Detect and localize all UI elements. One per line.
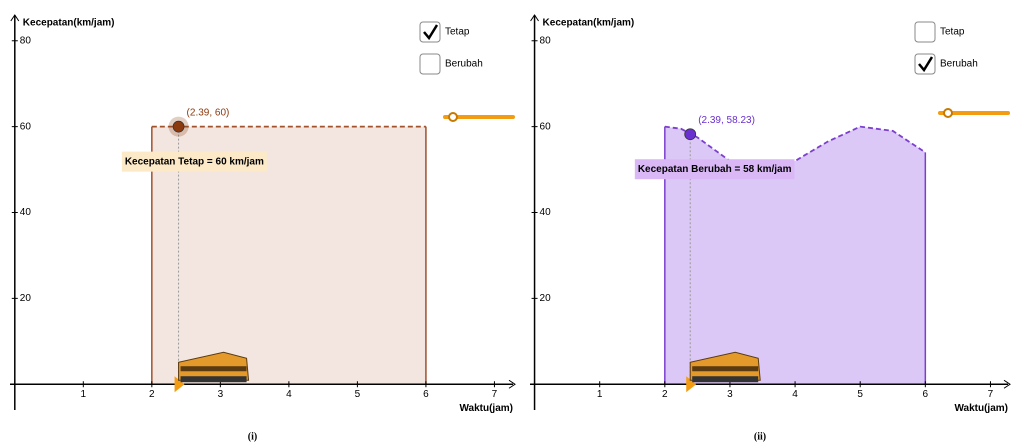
train-stripe: [692, 366, 758, 371]
y-tick-label: 20: [540, 293, 552, 304]
x-tick-label: 5: [857, 389, 863, 400]
x-tick-label: 4: [792, 389, 798, 400]
train-wheels: [181, 376, 247, 382]
y-tick-label: 20: [20, 293, 32, 304]
checkbox[interactable]: [420, 54, 440, 74]
x-axis-label: Waktu(jam): [954, 403, 1008, 414]
y-tick-label: 40: [540, 207, 552, 218]
slider-knob: [944, 109, 952, 117]
x-tick-label: 3: [218, 389, 224, 400]
train-wheels: [692, 376, 758, 382]
point-label: (2.39, 60): [187, 107, 230, 118]
panel: 1 2 3 4 5 6 7 20 40 60 80 Kecepatan(km/jam) Waktu(ja…: [10, 15, 515, 442]
checkbox-label: Berubah: [445, 59, 483, 70]
panel: 1 2 3 4 5 6 7 20 40 60 80 Kecepatan(km/jam) Waktu(ja…: [530, 15, 1010, 442]
point: [685, 129, 696, 140]
x-axis-label: Waktu(jam): [459, 403, 513, 414]
x-tick-label: 6: [923, 389, 929, 400]
x-tick-label: 2: [662, 389, 668, 400]
x-tick-label: 6: [423, 389, 429, 400]
panel-caption: (ii): [754, 431, 766, 442]
checkbox[interactable]: [915, 22, 935, 42]
checkbox-label: Berubah: [940, 59, 978, 70]
y-axis-label: Kecepatan(km/jam): [543, 18, 635, 29]
x-tick-label: 5: [355, 389, 361, 400]
slider-knob: [449, 113, 457, 121]
y-tick-label: 80: [540, 35, 552, 46]
point: [173, 121, 184, 132]
y-tick-label: 80: [20, 35, 32, 46]
x-tick-label: 1: [597, 389, 603, 400]
y-tick-label: 60: [20, 121, 32, 132]
panel-caption: (i): [248, 431, 257, 442]
x-tick-label: 2: [149, 389, 155, 400]
annotation: Kecepatan Berubah = 58 km/jam: [638, 164, 792, 175]
x-tick-label: 1: [81, 389, 87, 400]
point-label: (2.39, 58.23): [698, 115, 755, 126]
checkbox-label: Tetap: [940, 27, 965, 38]
y-tick-label: 40: [20, 207, 32, 218]
y-tick-label: 60: [540, 121, 552, 132]
x-tick-label: 3: [727, 389, 733, 400]
x-tick-label: 7: [988, 389, 994, 400]
x-tick-label: 7: [492, 389, 498, 400]
x-tick-label: 4: [286, 389, 292, 400]
chart: 1 2 3 4 5 6 7 20 40 60 80 Kecepatan(km/jam) Waktu(ja…: [0, 0, 1013, 448]
train-stripe: [181, 366, 247, 371]
checkbox-label: Tetap: [445, 27, 470, 38]
annotation: Kecepatan Tetap = 60 km/jam: [125, 156, 264, 167]
y-axis-label: Kecepatan(km/jam): [23, 18, 115, 29]
